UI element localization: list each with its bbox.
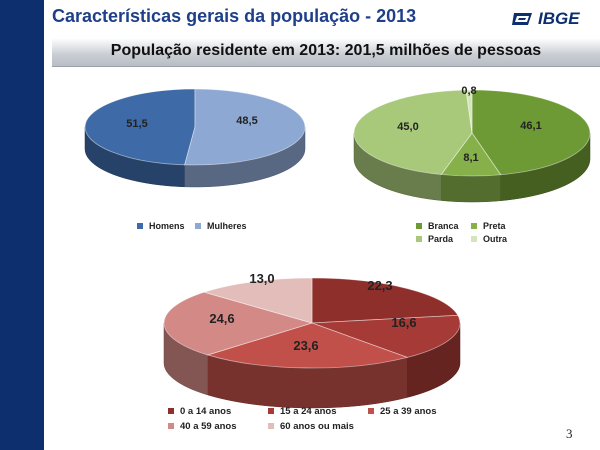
pie-sides [163, 322, 461, 409]
legend-item-parda: Parda [416, 234, 454, 244]
data-label-branca: 46,1 [520, 120, 541, 132]
data-label-mulheres: 51,5 [126, 118, 147, 130]
pie-slice-40-a-59-anos [163, 291, 314, 356]
data-label-25-a-39-anos: 23,6 [293, 338, 318, 353]
legend-swatch [195, 223, 201, 229]
legend-item-60-anos-ou-mais: 60 anos ou mais [268, 421, 354, 432]
legend-1: Homens Mulheres [137, 221, 247, 231]
legend-swatch [268, 408, 274, 414]
pie-slice-60-anos-ou-mais [202, 277, 313, 324]
data-label-40-a-59-anos: 24,6 [209, 311, 234, 326]
legend-3: 0 a 14 anos 15 a 24 anos 25 a 39 anos 40 a … [168, 406, 437, 432]
legend-label: Branca [428, 221, 460, 231]
pie-slice-25-a-39-anos [206, 322, 409, 369]
pie-slice-15-a-24-anos [311, 314, 461, 358]
legend-swatch [416, 223, 422, 229]
legend-label: 15 a 24 anos [280, 406, 337, 417]
data-label-homens: 48,5 [236, 115, 257, 127]
logo: IBGE [512, 9, 580, 29]
legend-label: Preta [483, 221, 507, 231]
legend-2: Branca Preta Parda Outra [416, 221, 508, 244]
legend-label: 25 a 39 anos [380, 406, 437, 417]
pie-slice-branca [471, 89, 591, 176]
data-label-0-a-14-anos: 22,3 [367, 278, 392, 293]
legend-label: Outra [483, 234, 508, 244]
pie-slice-parda [353, 89, 473, 175]
ibge-logo-icon [512, 13, 532, 25]
legend-item-15-a-24-anos: 15 a 24 anos [268, 406, 337, 417]
data-label-outra: 0,8 [461, 85, 476, 97]
legend-label: 40 a 59 anos [180, 421, 237, 432]
pie-slice-outra [465, 89, 473, 134]
legend-item-branca: Branca [416, 221, 460, 231]
legend-label: 0 a 14 anos [180, 406, 231, 417]
legend-swatch [137, 223, 143, 229]
pie-slice-mulheres [184, 88, 306, 166]
pie-slice-homens [84, 88, 196, 166]
legend-label: 60 anos ou mais [280, 421, 354, 432]
sidebar-band [0, 0, 44, 450]
legend-item-25-a-39-anos: 25 a 39 anos [368, 406, 437, 417]
legend-item-mulheres: Mulheres [195, 221, 247, 231]
legend-swatch [168, 408, 174, 414]
subtitle-banner [52, 38, 600, 67]
legend-label: Parda [428, 234, 454, 244]
pie-chart-2: 46,1 8,1 45,0 0,8 Branca Preta Parda Outra [353, 85, 591, 244]
page-subtitle: População residente em 2013: 201,5 milhõ… [110, 42, 542, 59]
pie-side-preta [440, 174, 501, 203]
legend-item-outra: Outra [471, 234, 508, 244]
legend-item-preta: Preta [471, 221, 507, 231]
legend-swatch [416, 236, 422, 242]
pie-slice-0-a-14-anos [311, 277, 459, 324]
legend-label: Mulheres [207, 221, 247, 231]
data-label-60-anos-ou-mais: 13,0 [249, 271, 274, 286]
legend-item-40-a-59-anos: 40 a 59 anos [168, 421, 237, 432]
logo-text: IBGE [538, 9, 580, 28]
legend-item-homens: Homens [137, 221, 185, 231]
data-label-preta: 8,1 [463, 152, 478, 164]
legend-swatch [368, 408, 374, 414]
legend-item-0-a-14-anos: 0 a 14 anos [168, 406, 231, 417]
pie-chart-1: 48,5 51,5 Homens Mulheres [84, 88, 306, 231]
legend-swatch [471, 236, 477, 242]
legend-swatch [268, 423, 274, 429]
legend-label: Homens [149, 221, 185, 231]
page-number: 3 [566, 426, 573, 441]
page-title: Características gerais da população - 20… [52, 6, 417, 26]
legend-swatch [168, 423, 174, 429]
legend-swatch [471, 223, 477, 229]
data-label-parda: 45,0 [397, 121, 418, 133]
pie-chart-3: 22,3 16,6 23,6 24,6 13,0 0 a 14 anos 15 a 24 a… [163, 271, 461, 432]
data-label-15-a-24-anos: 16,6 [391, 315, 416, 330]
